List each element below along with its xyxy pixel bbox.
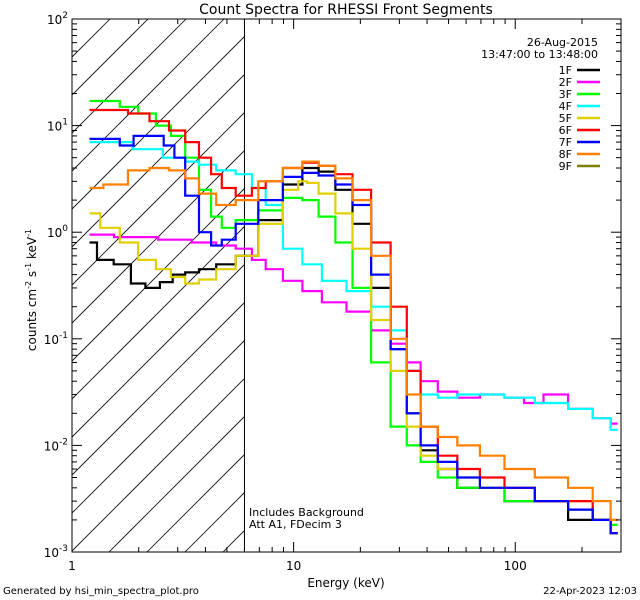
hatch-region xyxy=(72,19,245,552)
legend-label-9F: 9F xyxy=(559,160,572,173)
y-label-exp-2: -1 xyxy=(24,263,33,271)
legend-label-2F: 2F xyxy=(559,76,572,89)
hatch-line xyxy=(72,19,73,20)
y-tick-label: 10-3 xyxy=(44,544,68,560)
series-lines xyxy=(89,99,618,535)
legend-label-8F: 8F xyxy=(559,148,572,161)
footer-timestamp: 22-Apr-2023 12:03 xyxy=(543,586,637,597)
y-label-part-1: counts cm xyxy=(25,289,39,351)
x-tick-label: 100 xyxy=(504,559,527,573)
hatch-line xyxy=(72,111,245,286)
y-label-part-2: s xyxy=(25,271,39,281)
annotation-attenuator: Att A1, FDecim 3 xyxy=(249,518,342,531)
hatch-line xyxy=(72,19,225,172)
series-line-4F xyxy=(89,141,618,431)
hatch-line xyxy=(72,149,245,324)
hatch-line xyxy=(72,19,187,134)
footer-generated-by: Generated by hsi_min_spectra_plot.pro xyxy=(3,586,199,597)
y-tick-label: 10-2 xyxy=(44,437,68,453)
hatch-line xyxy=(72,377,245,552)
hatch-line xyxy=(72,263,245,438)
y-tick-label: 10-1 xyxy=(44,331,68,347)
x-tick-label: 1 xyxy=(68,559,76,573)
y-label-part-3: keV xyxy=(25,236,39,263)
y-tick-label: 100 xyxy=(47,224,68,240)
hatch-line xyxy=(72,225,245,400)
x-axis-ticks: 1 10 100 xyxy=(68,19,622,573)
hatch-line xyxy=(222,529,245,552)
plot-frame xyxy=(71,18,622,553)
hatch-line xyxy=(72,187,245,362)
hatch-line xyxy=(72,339,245,514)
series-line-7F xyxy=(89,134,618,535)
y-tick-label: 102 xyxy=(47,11,68,27)
legend-label-6F: 6F xyxy=(559,124,572,137)
y-tick-label: 101 xyxy=(47,118,68,134)
x-tick-label: 10 xyxy=(286,559,301,573)
hatch-line xyxy=(72,19,149,96)
series-line-6F xyxy=(89,108,618,535)
y-label-exp-3: -1 xyxy=(24,229,33,237)
observation-time-range: 13:47:00 to 13:48:00 xyxy=(481,48,598,61)
legend-label-3F: 3F xyxy=(559,88,572,101)
observation-date: 26-Aug-2015 xyxy=(527,36,598,49)
hatch-line xyxy=(108,415,245,552)
legend-label-5F: 5F xyxy=(559,112,572,125)
series-line-8F xyxy=(89,160,618,521)
hatch-line xyxy=(72,73,245,248)
x-axis-label: Energy (keV) xyxy=(307,576,384,590)
series-line-3F xyxy=(89,99,618,526)
hatch-line xyxy=(72,19,111,58)
legend-label-4F: 4F xyxy=(559,100,572,113)
hatch-line xyxy=(146,453,245,552)
annotation-background: Includes Background xyxy=(249,506,364,519)
series-line-5F xyxy=(89,180,618,535)
legend-label-7F: 7F xyxy=(559,136,572,149)
y-axis-label: counts cm-2 s-1 keV-1 xyxy=(24,229,39,351)
y-label-exp-1: -2 xyxy=(24,281,33,289)
hatch-line xyxy=(72,35,245,210)
y-axis-ticks: 10-3 10-2 10-1 100 101 102 xyxy=(44,11,621,560)
chart-title: Count Spectra for RHESSI Front Segments xyxy=(199,2,493,18)
hatch-line xyxy=(72,301,245,476)
legend-label-1F: 1F xyxy=(559,64,572,77)
